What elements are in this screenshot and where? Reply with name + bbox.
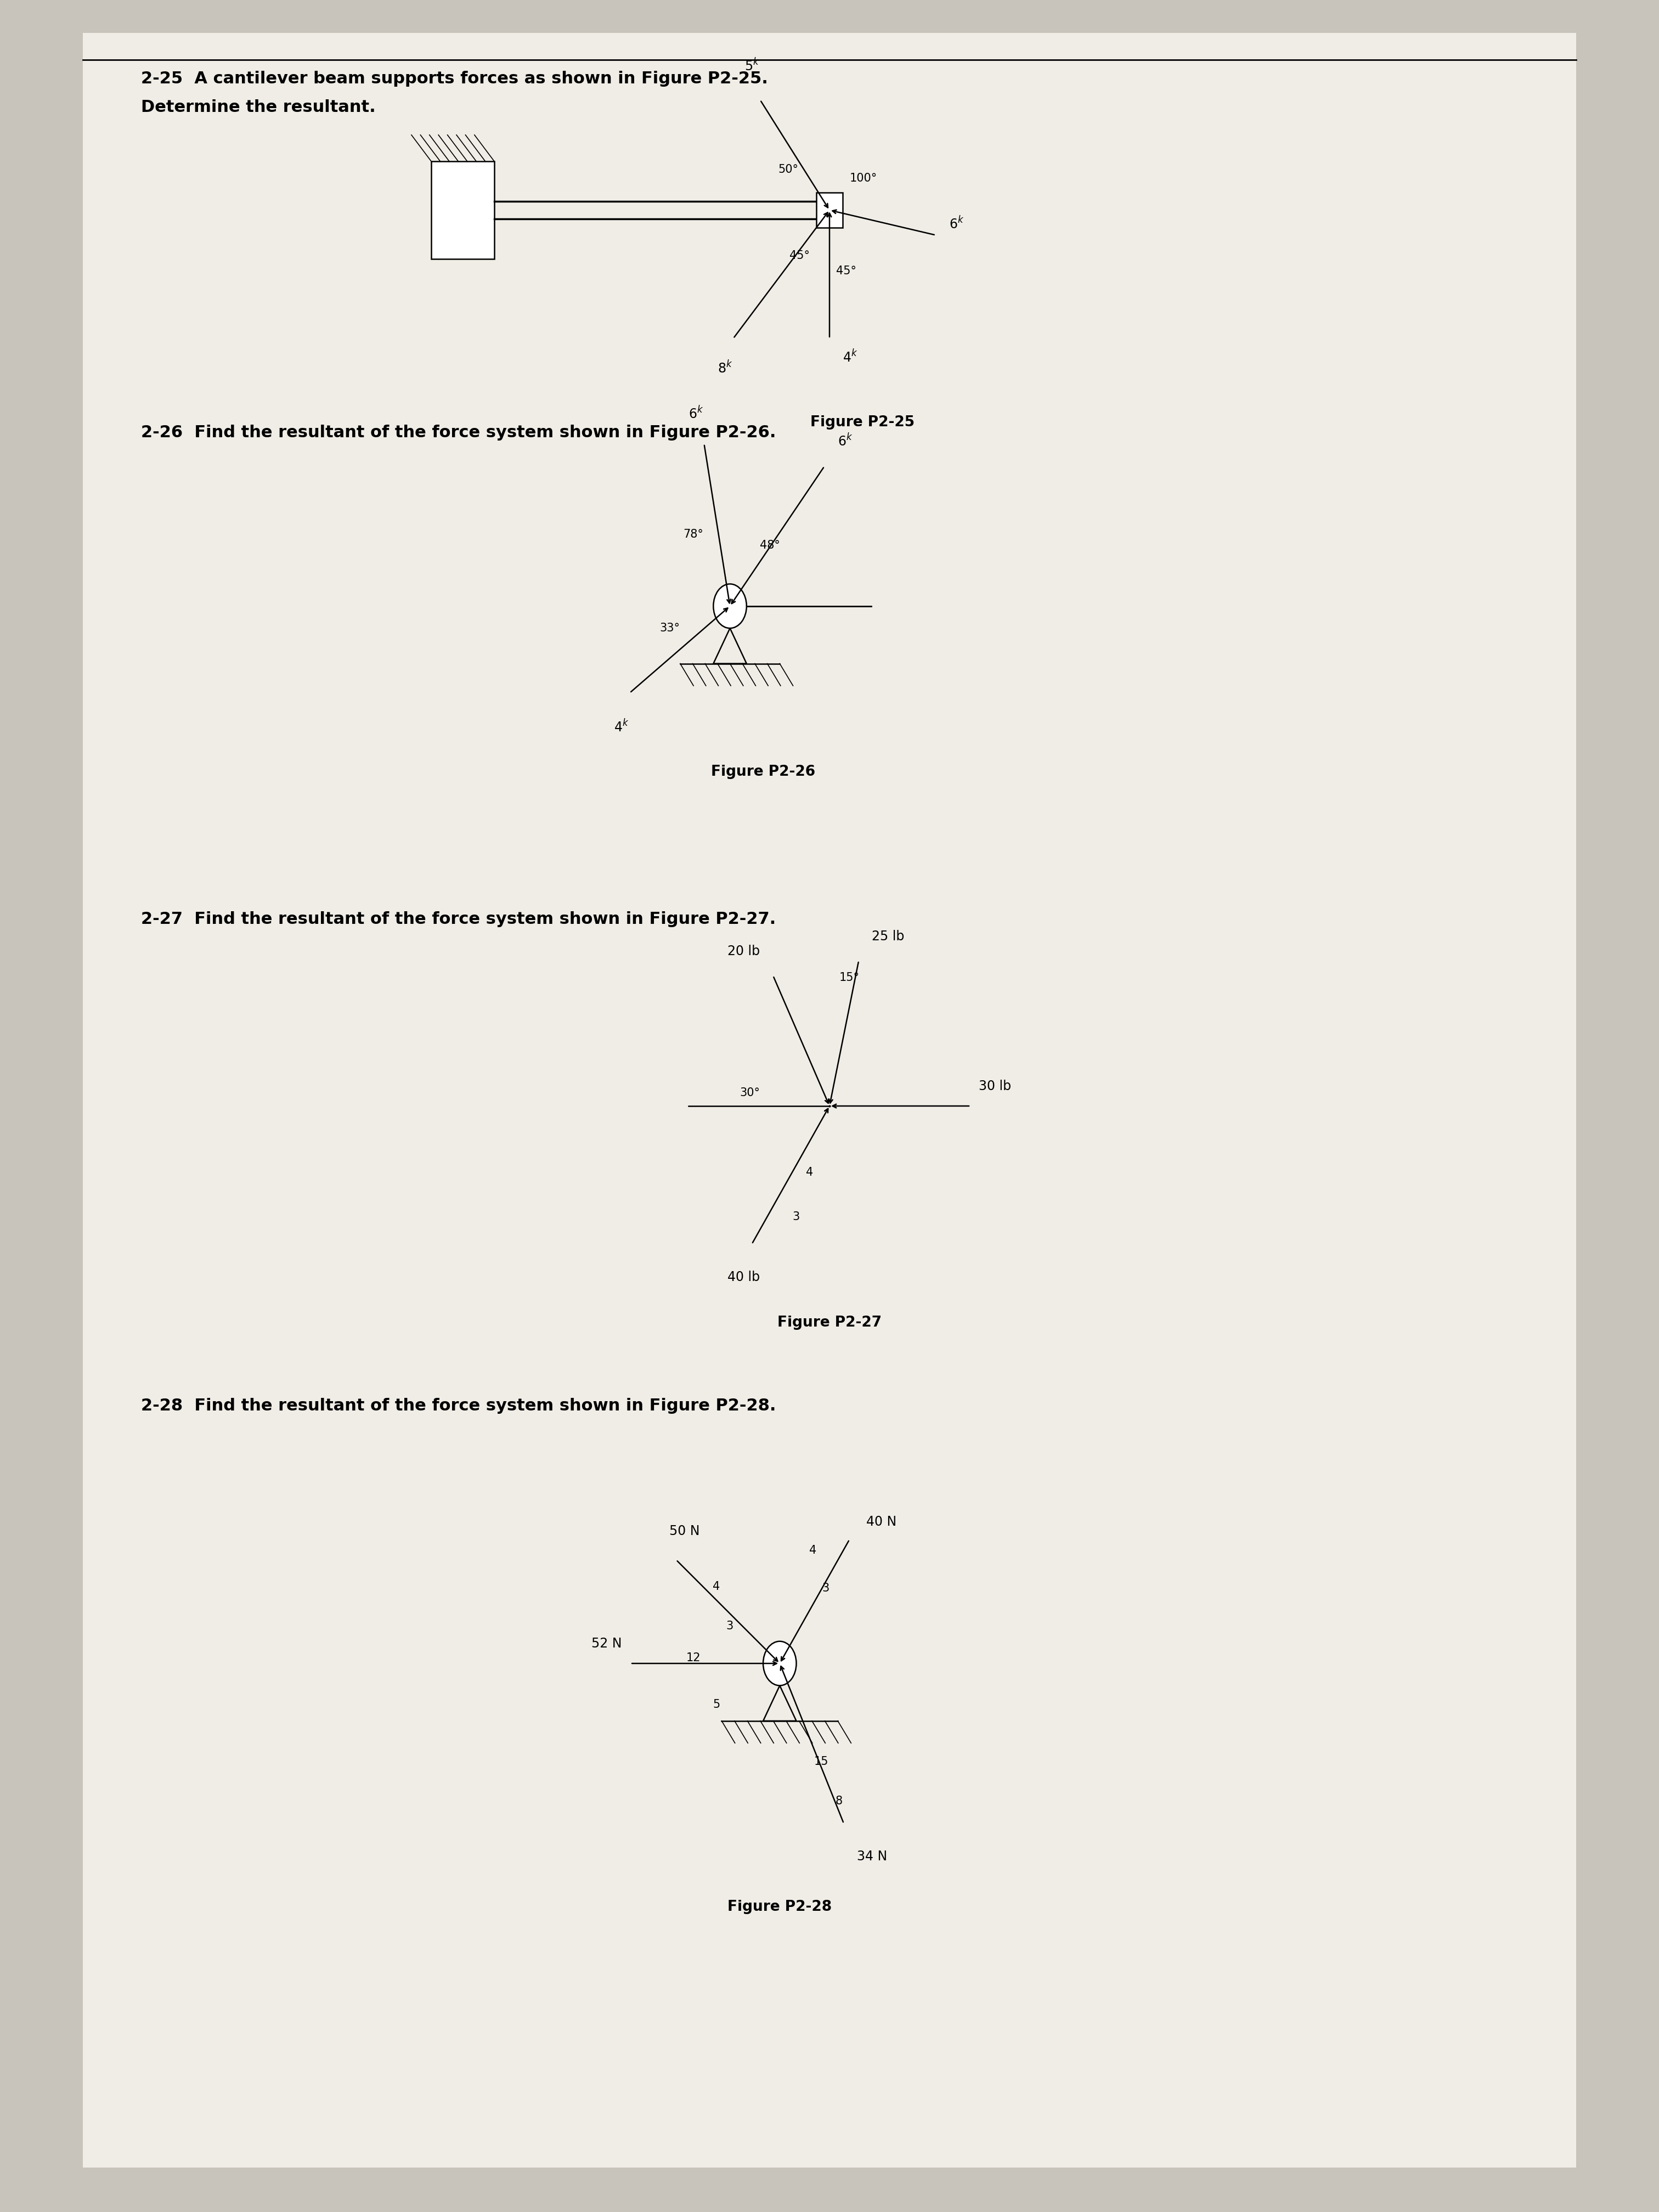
Circle shape <box>713 584 747 628</box>
Text: 100°: 100° <box>849 173 878 184</box>
Text: 2-28  Find the resultant of the force system shown in Figure P2-28.: 2-28 Find the resultant of the force sys… <box>141 1398 776 1413</box>
Text: 4: 4 <box>806 1168 813 1177</box>
Text: Figure P2-26: Figure P2-26 <box>712 765 815 779</box>
Text: $6^k$: $6^k$ <box>688 407 703 422</box>
Text: 52 N: 52 N <box>592 1637 622 1650</box>
Text: 4: 4 <box>713 1582 720 1593</box>
Bar <box>431 161 494 259</box>
Text: 4: 4 <box>810 1546 816 1555</box>
Text: $8^k$: $8^k$ <box>717 361 733 376</box>
Polygon shape <box>83 33 1576 2168</box>
Text: $4^k$: $4^k$ <box>843 349 858 365</box>
Text: $6^k$: $6^k$ <box>949 217 964 232</box>
Text: 45°: 45° <box>790 250 810 261</box>
Text: 25 lb: 25 lb <box>873 929 904 942</box>
Text: 40 lb: 40 lb <box>727 1270 760 1283</box>
Text: Figure P2-28: Figure P2-28 <box>728 1900 831 1913</box>
Text: 3: 3 <box>793 1212 800 1221</box>
Text: 8: 8 <box>836 1796 843 1807</box>
Text: 30 lb: 30 lb <box>979 1079 1012 1093</box>
Text: 48°: 48° <box>760 540 780 551</box>
Text: $6^k$: $6^k$ <box>838 434 853 449</box>
Text: 15: 15 <box>815 1756 828 1767</box>
Text: 12: 12 <box>687 1652 700 1663</box>
Text: 15°: 15° <box>839 973 859 982</box>
Text: Determine the resultant.: Determine the resultant. <box>141 100 375 115</box>
Text: 20 lb: 20 lb <box>727 945 760 958</box>
Text: 34 N: 34 N <box>858 1849 888 1863</box>
Text: 5: 5 <box>713 1699 720 1710</box>
Text: 78°: 78° <box>684 529 703 540</box>
Text: 50 N: 50 N <box>669 1524 700 1537</box>
Text: 3: 3 <box>727 1621 733 1632</box>
Text: 45°: 45° <box>836 265 856 276</box>
Text: $5^k$: $5^k$ <box>745 58 760 73</box>
Circle shape <box>763 1641 796 1686</box>
Text: 33°: 33° <box>660 624 680 633</box>
Text: Figure P2-27: Figure P2-27 <box>778 1316 881 1329</box>
Text: $4^k$: $4^k$ <box>614 719 629 734</box>
Text: 50°: 50° <box>778 164 798 175</box>
Text: 2-25  A cantilever beam supports forces as shown in Figure P2-25.: 2-25 A cantilever beam supports forces a… <box>141 71 768 86</box>
Bar <box>816 192 843 228</box>
Text: Figure P2-25: Figure P2-25 <box>811 416 914 429</box>
Text: 30°: 30° <box>740 1088 760 1097</box>
Text: 3: 3 <box>823 1584 830 1593</box>
Text: 2-26  Find the resultant of the force system shown in Figure P2-26.: 2-26 Find the resultant of the force sys… <box>141 425 776 440</box>
Text: 40 N: 40 N <box>866 1515 896 1528</box>
Text: 2-27  Find the resultant of the force system shown in Figure P2-27.: 2-27 Find the resultant of the force sys… <box>141 911 776 927</box>
